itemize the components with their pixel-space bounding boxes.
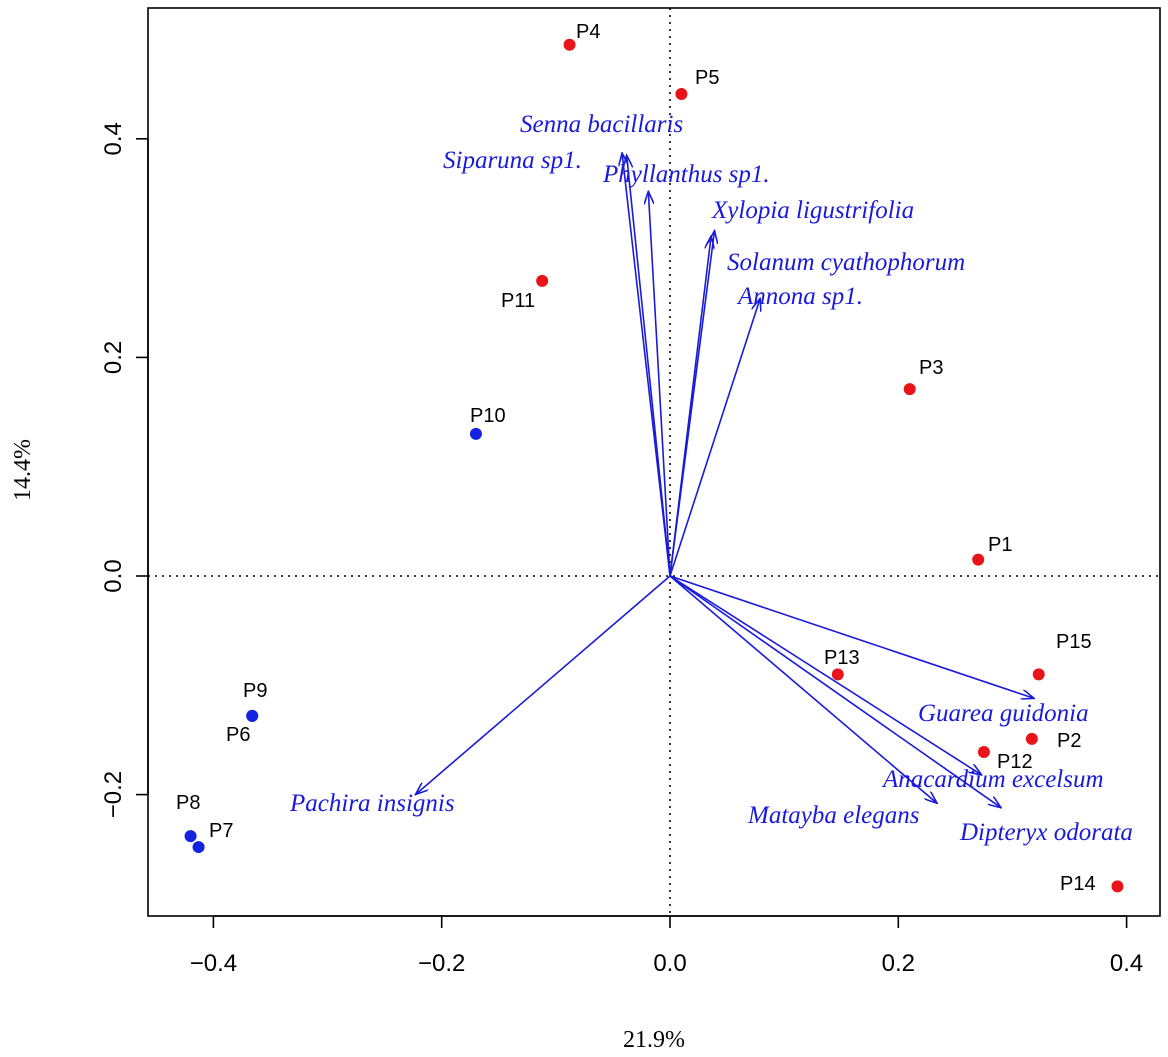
species-arrow [669,575,1034,698]
sample-point [1025,732,1038,745]
sample-points: P1 P2 P3 P4 P5 P6 P7 P8 P9 P10 P11 P12 P13 P14 P15 [176,21,1124,895]
sample-label: P3 [919,357,943,379]
sample-label: P2 [1057,730,1081,752]
y-axis-title: 14.4% [10,439,36,501]
species-label: Dipteryx odorata [959,819,1133,846]
species-label: Annona sp1. [736,283,863,310]
sample-label: P12 [997,751,1033,773]
x-tick-label: −0.2 [418,950,465,977]
sample-point [1032,668,1045,681]
sample-label: P1 [988,534,1012,556]
species-label: Pachira insignis [289,790,455,817]
y-tick-label: 0.0 [100,559,127,592]
species-label: Anacardium excelsum [881,766,1104,793]
sample-label: P9 [243,680,267,702]
sample-label: P15 [1056,631,1092,653]
sample-point [675,87,688,100]
species-label: Senna bacillaris [520,111,683,138]
sample-point [192,841,205,854]
species-arrow [669,236,711,577]
x-axis: −0.4 −0.2 0.0 0.2 0.4 [190,915,1143,977]
sample-label: P11 [501,290,535,312]
x-tick-label: 0.2 [882,950,915,977]
species-label: Solanum cyathophorum [727,249,965,276]
sample-point [1111,880,1124,893]
sample-label: P13 [824,647,860,669]
sample-point [972,553,985,566]
y-tick-label: 0.2 [100,341,127,374]
y-tick-label: −0.2 [100,771,127,818]
sample-label: P4 [576,21,600,43]
x-tick-label: −0.4 [190,950,237,977]
reference-lines [148,8,1160,916]
species-arrow [627,155,671,577]
species-arrow [669,575,1001,808]
species-arrow [669,298,760,577]
sample-label: P7 [209,820,233,842]
species-label: Phyllanthus sp1. [602,161,770,188]
x-tick-label: 0.0 [653,950,686,977]
species-vectors: Senna bacillaris Siparuna sp1. Phyllanthus… [289,111,1133,846]
species-arrow [669,575,937,803]
sample-point [184,830,197,843]
x-tick-label: 0.4 [1110,950,1143,977]
sample-label: P8 [176,792,200,814]
species-arrow [669,575,982,775]
sample-point [563,38,576,51]
sample-point [246,709,259,722]
species-label: Guarea guidonia [918,700,1089,727]
species-label: Matayba elegans [747,802,919,829]
sample-label: P5 [695,67,719,89]
y-tick-label: 0.4 [100,122,127,155]
sample-point [977,745,990,758]
sample-label: P14 [1060,873,1096,895]
species-label: Siparuna sp1. [443,147,582,174]
species-arrow [648,191,671,577]
x-axis-title: 21.9% [623,1027,685,1053]
species-label: Xylopia ligustrifolia [711,197,914,224]
sample-label: P6 [226,724,250,746]
y-axis: −0.2 0.0 0.2 0.4 [100,122,149,818]
sample-point [831,668,844,681]
species-arrow [415,575,671,795]
sample-point [536,274,549,287]
sample-point [469,427,482,440]
sample-label: P10 [470,405,506,427]
sample-point [903,383,916,396]
